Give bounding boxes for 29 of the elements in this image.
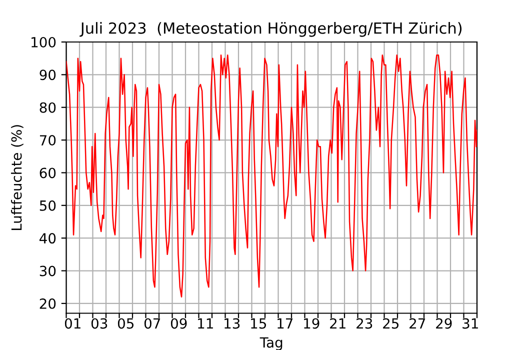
y-tick-label: 50 bbox=[40, 200, 56, 211]
line-series bbox=[66, 54, 477, 298]
x-tick-label: 17 bbox=[278, 318, 293, 329]
x-tick-label: 11 bbox=[198, 318, 213, 329]
x-axis-title: Tag bbox=[260, 337, 282, 350]
y-tick-label: 90 bbox=[40, 70, 56, 80]
y-tick-label: 40 bbox=[40, 233, 56, 244]
x-tick-label: 03 bbox=[91, 318, 108, 329]
x-tick-label: 27 bbox=[410, 318, 426, 329]
y-tick-label: 100 bbox=[32, 36, 56, 48]
y-tick-label: 20 bbox=[40, 298, 56, 309]
y-tick-label: 70 bbox=[40, 135, 56, 146]
x-tick-label: 09 bbox=[170, 318, 187, 329]
x-tick-label: 19 bbox=[304, 318, 320, 329]
y-tick-label: 30 bbox=[40, 266, 56, 276]
x-tick-label: 13 bbox=[224, 318, 240, 329]
x-tick-label: 05 bbox=[118, 318, 134, 329]
chart-title: Juli 2023 (Meteostation Hönggerberg/ETH Zürich) bbox=[80, 22, 462, 37]
x-tick-label: 15 bbox=[251, 318, 266, 329]
y-tick-label: 80 bbox=[40, 102, 56, 113]
x-tick-label: 31 bbox=[462, 318, 478, 329]
x-tick-label: 21 bbox=[330, 318, 346, 329]
x-tick-label: 25 bbox=[383, 318, 398, 329]
y-axis-title: Luftfeuchte (%) bbox=[11, 125, 24, 230]
x-tick-label: 29 bbox=[436, 318, 452, 329]
x-tick-label: 01 bbox=[64, 318, 80, 329]
x-tick-label: 07 bbox=[144, 318, 160, 329]
x-tick-label: 23 bbox=[356, 318, 372, 329]
y-tick-label: 60 bbox=[40, 168, 56, 178]
